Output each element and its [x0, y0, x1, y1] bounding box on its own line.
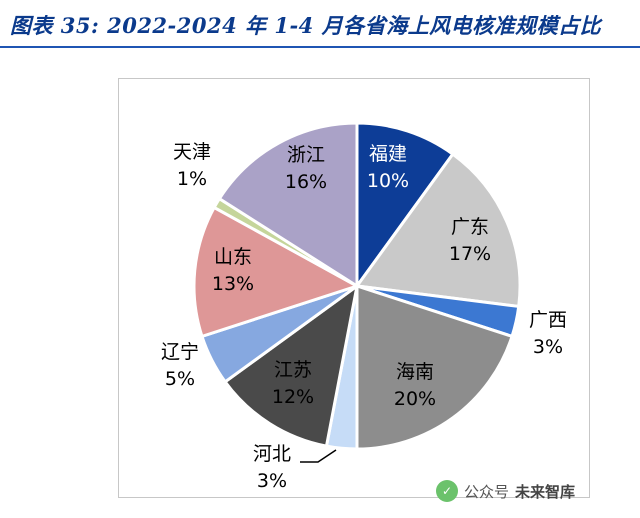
slice-label-value: 3% — [533, 336, 563, 358]
pie-slice-3 — [355, 283, 514, 451]
slice-label-name: 广西 — [529, 309, 567, 331]
slice-label-value: 16% — [285, 171, 327, 193]
slice-label-value: 12% — [272, 386, 314, 408]
slice-label-value: 17% — [449, 243, 491, 265]
slice-label-name: 浙江 — [287, 144, 325, 166]
pie-slice-5 — [223, 282, 360, 448]
slice-label-name: 福建 — [369, 143, 407, 165]
chart-title: 图表 35: 2022-2024 年 1-4 月各省海上风电核准规模占比 — [0, 0, 640, 48]
slice-label-name: 广东 — [451, 216, 489, 238]
slice-label-name: 海南 — [396, 361, 434, 383]
pie-slice-9 — [217, 121, 359, 289]
watermark-public-label: 公众号 — [464, 482, 510, 501]
pie-slices — [192, 121, 522, 451]
slice-label-name: 辽宁 — [161, 341, 199, 363]
slice-label-value: 13% — [212, 273, 254, 295]
slice-label-value: 5% — [165, 368, 195, 390]
slice-label-name: 天津 — [173, 141, 211, 163]
pie-slice-0 — [355, 121, 455, 291]
slice-label-value: 20% — [394, 388, 436, 410]
slice-label-value: 1% — [177, 168, 207, 190]
watermark-brand: 未来智库 — [515, 482, 576, 501]
wechat-icon: ✓ — [436, 480, 458, 502]
slice-label-name: 河北 — [253, 443, 291, 465]
slice-labels: 福建 10% 广东 17% 广西 3% 海南 20% 河北 3% 江苏 12% 辽宁 5% 山东 13% 天津 1… — [161, 141, 567, 492]
slice-label-name: 江苏 — [274, 359, 312, 381]
slice-label-name: 山东 — [214, 246, 252, 268]
pie-slice-1 — [354, 152, 522, 309]
leader-lines — [300, 449, 337, 463]
leader-line — [300, 449, 337, 463]
slice-label-value: 10% — [367, 170, 409, 192]
pie-slice-7 — [192, 205, 361, 339]
watermark: ✓ 公众号 未来智库 — [436, 478, 575, 504]
slice-label-value: 3% — [257, 470, 287, 492]
